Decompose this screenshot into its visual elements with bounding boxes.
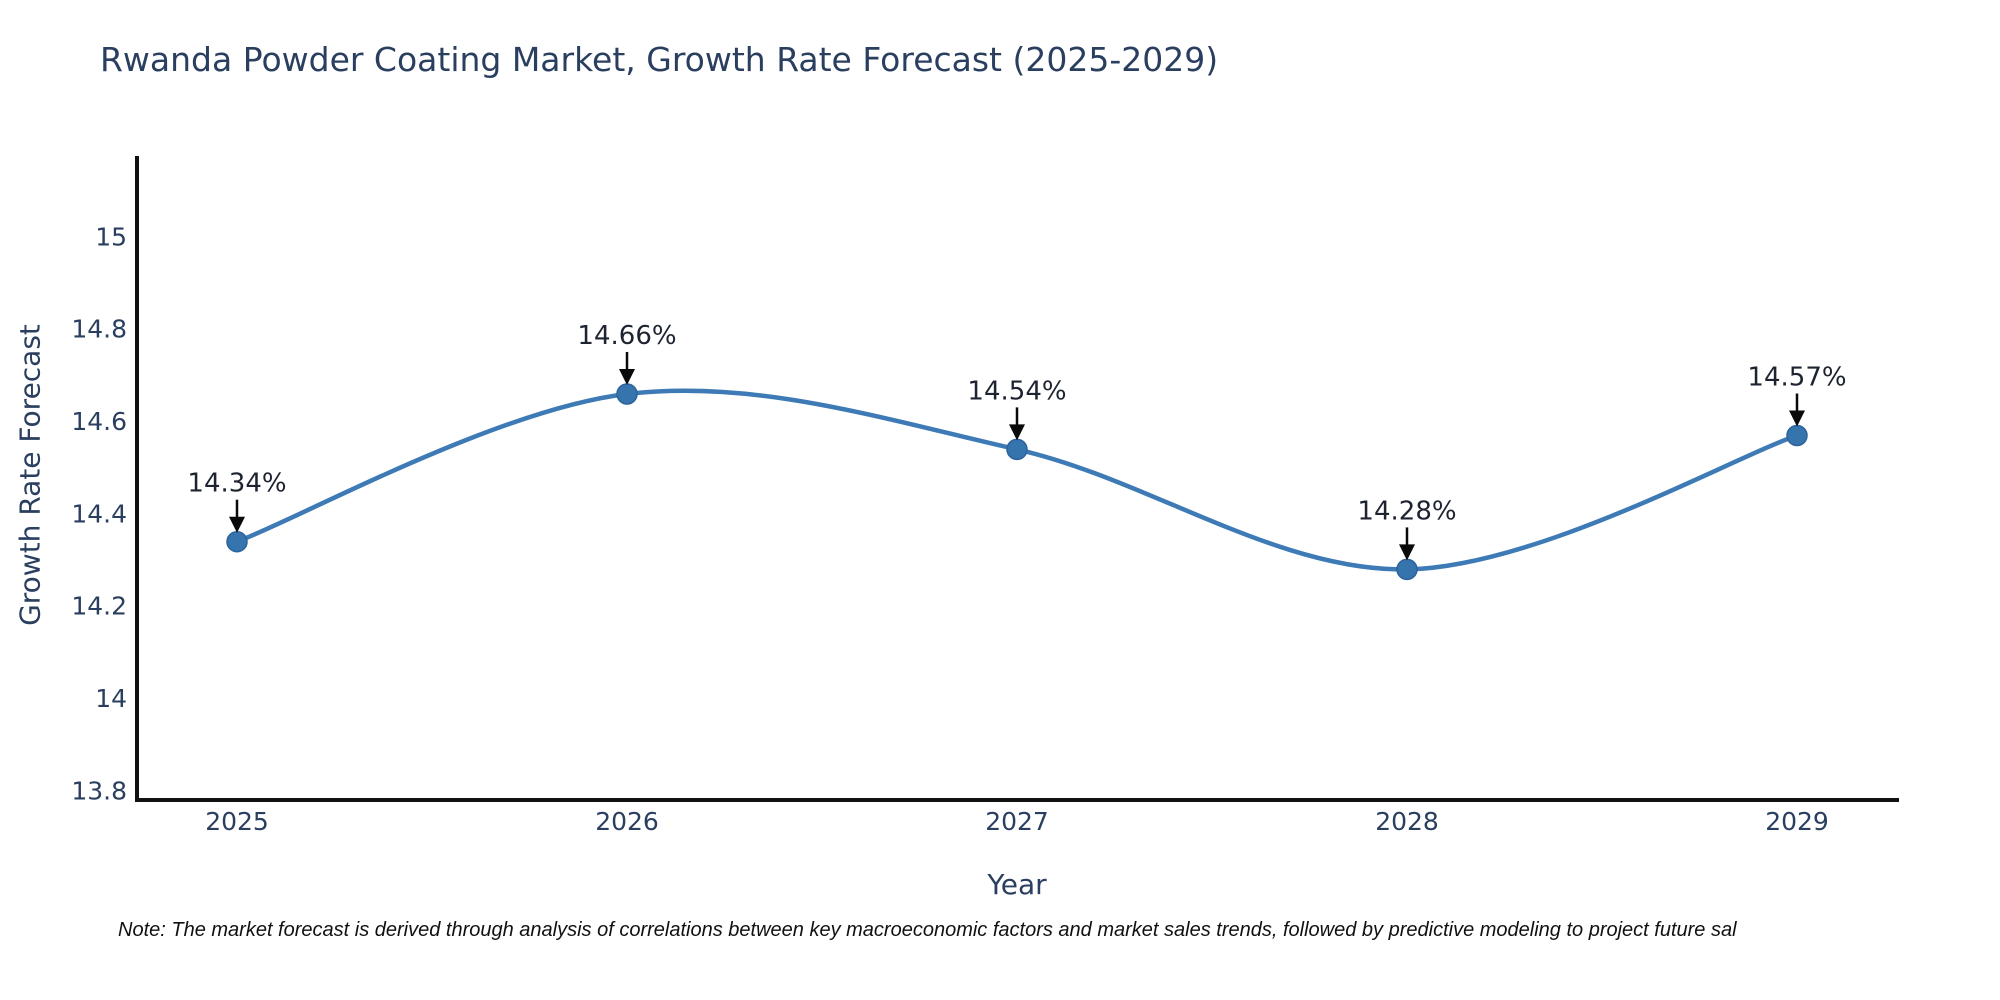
annotation-arrowhead-icon: [619, 368, 635, 385]
x-axis-title: Year: [987, 868, 1047, 901]
x-tick-label: 2029: [1765, 807, 1829, 836]
point-annotation-label: 14.54%: [967, 376, 1066, 406]
data-point-marker: [226, 530, 248, 553]
y-tick-label: 14.2: [71, 592, 127, 621]
point-annotation-label: 14.57%: [1747, 363, 1846, 393]
x-tick-label: 2026: [595, 807, 659, 836]
annotation-arrowhead-icon: [1789, 410, 1805, 427]
annotation-arrowhead-icon: [1399, 544, 1415, 561]
y-tick-label: 14: [95, 684, 127, 713]
point-annotation-label: 14.28%: [1357, 496, 1456, 526]
annotation-arrowhead-icon: [1009, 424, 1025, 441]
data-point-marker: [1786, 424, 1808, 447]
data-point-marker: [1396, 558, 1418, 581]
y-tick-label: 14.8: [71, 315, 127, 344]
data-point-marker: [616, 383, 638, 405]
annotation-arrowhead-icon: [229, 516, 245, 533]
point-annotation-label: 14.34%: [187, 469, 286, 499]
x-tick-label: 2025: [205, 807, 269, 836]
y-tick-label: 14.4: [71, 499, 127, 528]
y-tick-label: 15: [95, 222, 127, 251]
x-tick-label: 2027: [985, 807, 1049, 836]
footnote-text: Note: The market forecast is derived thr…: [118, 919, 1737, 941]
x-tick-label: 2028: [1375, 807, 1439, 836]
data-point-marker: [1006, 438, 1028, 461]
y-tick-label: 14.6: [71, 407, 127, 436]
point-annotation-label: 14.66%: [577, 321, 676, 351]
y-tick-label: 13.8: [71, 776, 127, 805]
chart-title: Rwanda Powder Coating Market, Growth Rat…: [100, 40, 1219, 79]
